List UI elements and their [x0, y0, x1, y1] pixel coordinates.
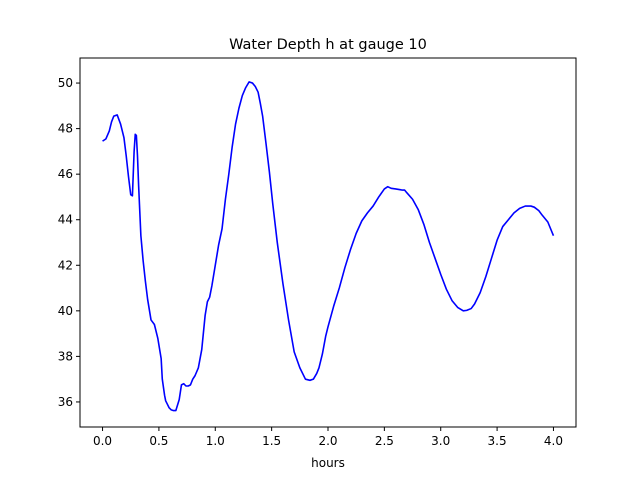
x-tick-label: 3.5 — [488, 434, 507, 448]
x-tick-label: 0.5 — [149, 434, 168, 448]
x-axis-label: hours — [311, 456, 345, 470]
y-axis: 36 38 40 42 44 46 48 50 — [58, 76, 80, 409]
series-line — [102, 81, 555, 412]
y-tick-label: 38 — [58, 349, 73, 363]
y-tick-label: 48 — [58, 122, 73, 136]
y-tick-label: 36 — [58, 395, 73, 409]
x-tick-label: 3.0 — [431, 434, 450, 448]
x-tick-label: 2.0 — [318, 434, 337, 448]
x-tick-label: 1.0 — [206, 434, 225, 448]
y-tick-label: 42 — [58, 258, 73, 272]
series-layer — [102, 81, 555, 412]
x-tick-label: 0.0 — [93, 434, 112, 448]
chart-title: Water Depth h at gauge 10 — [229, 37, 427, 53]
y-tick-label: 40 — [58, 304, 73, 318]
x-axis: 0.0 0.5 1.0 1.5 2.0 2.5 3.0 3.5 4.0 — [93, 427, 563, 448]
y-tick-label: 46 — [58, 167, 73, 181]
y-tick-label: 50 — [58, 76, 73, 90]
x-tick-label: 4.0 — [544, 434, 563, 448]
x-tick-label: 1.5 — [262, 434, 281, 448]
y-tick-label: 44 — [58, 213, 73, 227]
x-tick-label: 2.5 — [375, 434, 394, 448]
